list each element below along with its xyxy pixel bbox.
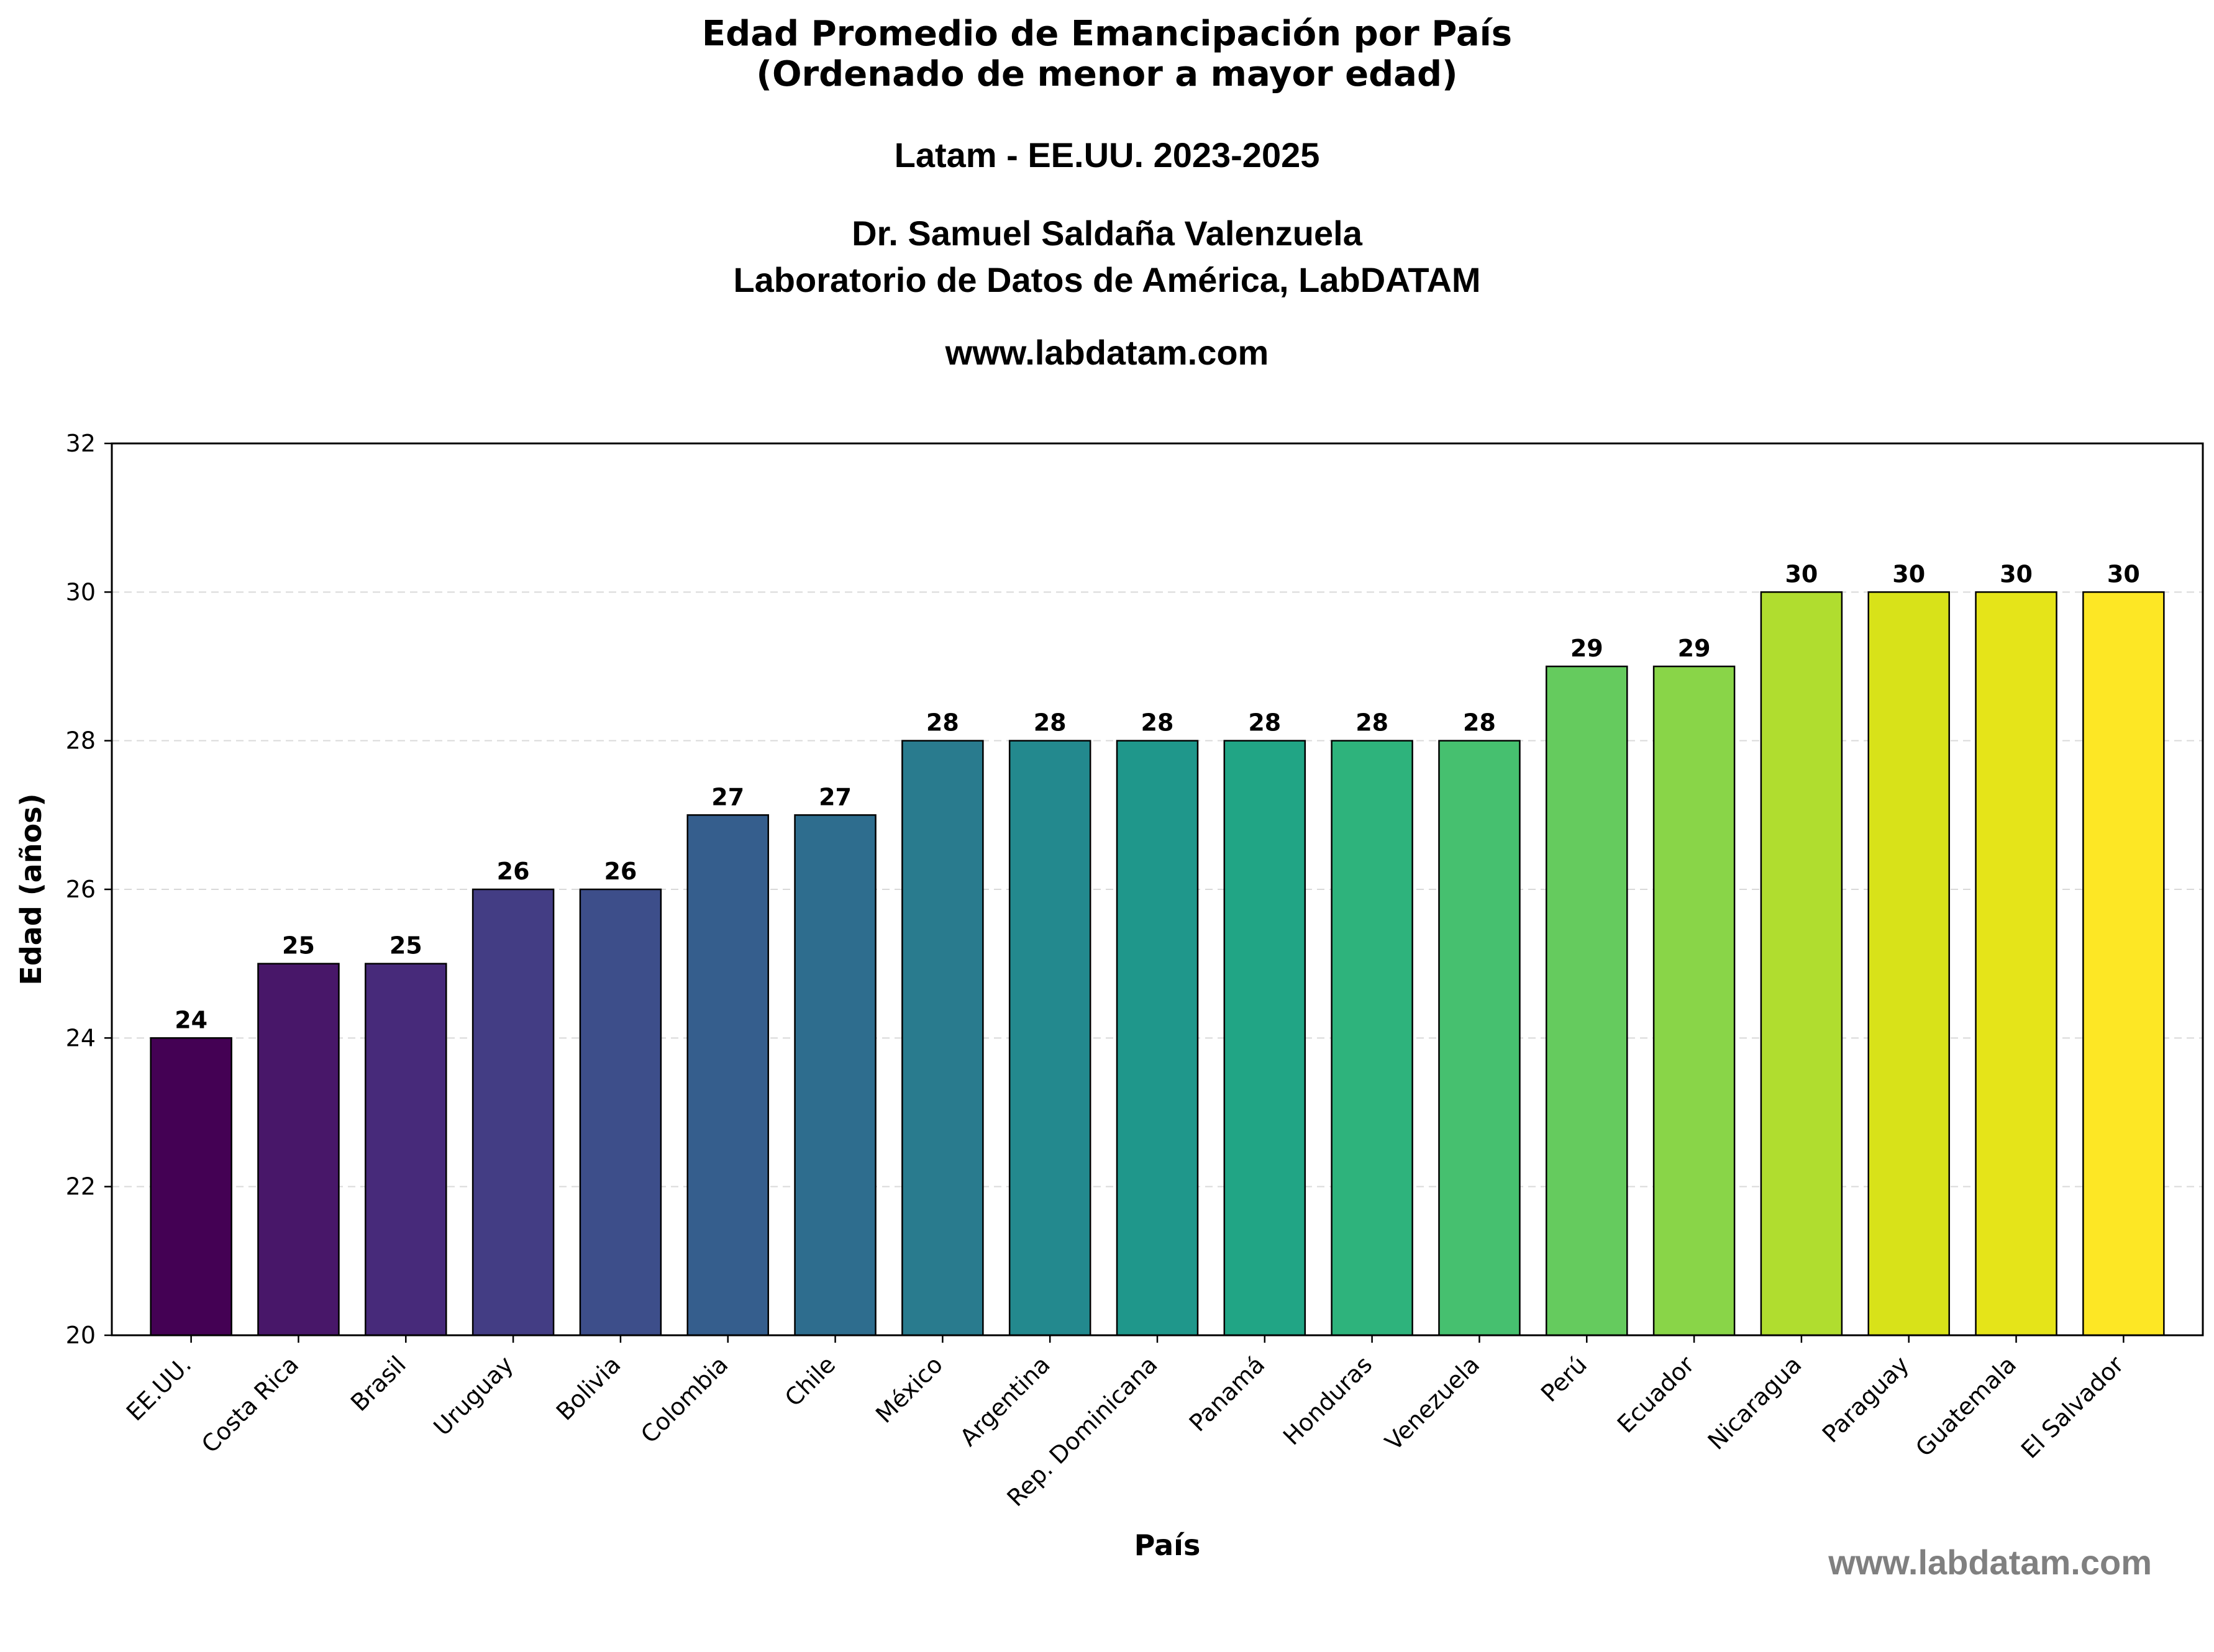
bar-value-label: 27 — [819, 783, 852, 810]
y-tick-label: 20 — [66, 1322, 96, 1349]
bar-value-label: 30 — [1892, 560, 1925, 588]
bar — [1760, 591, 1843, 1337]
bar-value-label: 27 — [711, 783, 744, 810]
bar — [1008, 740, 1091, 1337]
x-tick-label: Perú — [1536, 1351, 1592, 1407]
x-tick-label: Brasil — [345, 1351, 411, 1417]
plot-frame — [111, 442, 2204, 1337]
bar-value-label: 30 — [2000, 560, 2033, 588]
y-axis-label: Edad (años) — [14, 793, 48, 985]
x-tick-label: Nicaragua — [1703, 1351, 1807, 1455]
bar — [1331, 740, 1413, 1337]
author-name: Dr. Samuel Saldaña Valenzuela — [852, 214, 1362, 253]
bar — [579, 888, 662, 1337]
x-tick-label: Panamá — [1184, 1351, 1270, 1437]
bar — [794, 814, 877, 1337]
x-tick-label: Guatemala — [1910, 1351, 2021, 1462]
y-tick-label: 24 — [66, 1024, 96, 1051]
bar-value-label: 28 — [1141, 709, 1174, 737]
chart-title-line1: Edad Promedio de Emancipación por País — [701, 14, 1513, 54]
bar-value-label: 29 — [1678, 635, 1711, 662]
bar-value-label: 28 — [1248, 709, 1281, 737]
bar-value-label: 24 — [175, 1006, 207, 1033]
bar — [365, 963, 447, 1337]
bar — [1975, 591, 2057, 1337]
organization-name: Laboratorio de Datos de América, LabDATA… — [733, 260, 1481, 299]
x-tick-label: Uruguay — [428, 1351, 518, 1441]
x-tick-label: Chile — [780, 1351, 840, 1412]
bar-value-label: 25 — [282, 932, 315, 960]
bar — [1652, 665, 1736, 1337]
bar-value-label: 28 — [926, 709, 959, 737]
bar — [1223, 740, 1306, 1337]
x-tick-label: Argentina — [955, 1351, 1055, 1451]
bar-value-label: 26 — [497, 858, 530, 885]
watermark: www.labdatam.com — [1828, 1543, 2152, 1582]
x-tick-label: Colombia — [636, 1351, 733, 1448]
x-tick-label: México — [870, 1351, 948, 1428]
bar — [257, 963, 340, 1337]
y-tick-label: 28 — [66, 727, 96, 755]
bar — [1116, 740, 1199, 1337]
bar — [686, 814, 769, 1337]
x-tick-label: EE.UU. — [121, 1351, 196, 1426]
bar-value-label: 28 — [1463, 709, 1496, 737]
chart-title-line2: (Ordenado de menor a mayor edad) — [756, 54, 1458, 94]
x-tick-label: Paraguay — [1817, 1351, 1915, 1448]
website-label: www.labdatam.com — [945, 333, 1269, 372]
bar — [901, 740, 984, 1337]
bar-value-label: 28 — [1034, 709, 1067, 737]
bar — [472, 888, 555, 1337]
x-axis-label: País — [1134, 1528, 1201, 1562]
y-tick-label: 22 — [66, 1173, 96, 1200]
x-tick-label: Honduras — [1278, 1351, 1377, 1450]
bar — [1438, 740, 1521, 1337]
bar-value-label: 25 — [390, 932, 422, 960]
y-tick-label: 30 — [66, 578, 96, 606]
x-tick-label: El Salvador — [2016, 1351, 2129, 1464]
bar-value-label: 28 — [1355, 709, 1388, 737]
bar-value-label: 29 — [1570, 635, 1603, 662]
bar-value-label: 30 — [1785, 560, 1818, 588]
bar — [1546, 665, 1628, 1337]
x-tick-label: Costa Rica — [196, 1351, 304, 1458]
bar-value-label: 26 — [604, 858, 637, 885]
bar-value-label: 30 — [2107, 560, 2140, 588]
x-tick-label: Bolivia — [551, 1351, 626, 1426]
x-tick-label: Ecuador — [1612, 1351, 1700, 1438]
chart-subtitle: Latam - EE.UU. 2023-2025 — [894, 135, 1320, 175]
bar — [2082, 591, 2165, 1337]
y-tick-label: 26 — [66, 876, 96, 903]
y-tick-label: 32 — [66, 430, 96, 457]
x-tick-label: Venezuela — [1380, 1351, 1485, 1456]
bar — [150, 1037, 232, 1337]
bar — [1867, 591, 1950, 1337]
